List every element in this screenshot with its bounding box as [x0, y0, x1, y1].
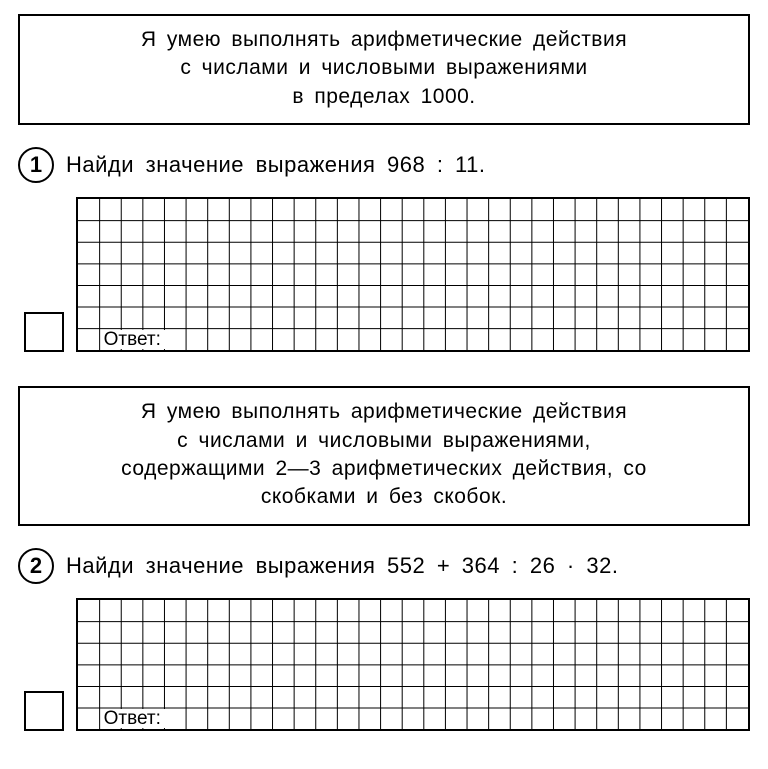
task2-header: 2 Найди значение выражения 552 + 364 : 2… — [18, 548, 750, 584]
skill1-line1: Я умею выполнять арифметические действия — [141, 28, 627, 51]
task2-number-badge: 2 — [18, 548, 54, 584]
skill2-line4: скобками и без скобок. — [261, 485, 507, 508]
task2-checkbox[interactable] — [24, 691, 64, 731]
skill-box-2: Я умею выполнять арифметические действия… — [18, 386, 750, 525]
answer-label: Ответ: — [102, 330, 184, 350]
task1-number: 1 — [30, 152, 42, 178]
skill2-line1: Я умею выполнять арифметические действия — [141, 400, 627, 423]
task2-number: 2 — [30, 553, 42, 579]
skill1-line2: с числами и числовыми выражениями — [180, 56, 587, 79]
task1-text: Найди значение выражения 968 : 11. — [66, 152, 486, 178]
task2-grid[interactable]: Ответ: — [76, 598, 750, 732]
task1-number-badge: 1 — [18, 147, 54, 183]
skill1-line3: в пределах 1000. — [292, 85, 475, 108]
skill2-line3: содержащими 2—3 арифметических действия,… — [121, 457, 647, 480]
task2-text: Найди значение выражения 552 + 364 : 26 … — [66, 553, 618, 579]
skill2-line2: с числами и числовыми выражениями, — [177, 429, 591, 452]
task1-grid[interactable]: Ответ: — [76, 197, 750, 352]
skill-box-1: Я умею выполнять арифметические действия… — [18, 14, 750, 125]
task1-header: 1 Найди значение выражения 968 : 11. — [18, 147, 750, 183]
task1-grid-row: Ответ: — [18, 197, 750, 352]
task2-grid-row: Ответ: — [18, 598, 750, 732]
task1-checkbox[interactable] — [24, 312, 64, 352]
answer-label: Ответ: — [102, 709, 184, 729]
